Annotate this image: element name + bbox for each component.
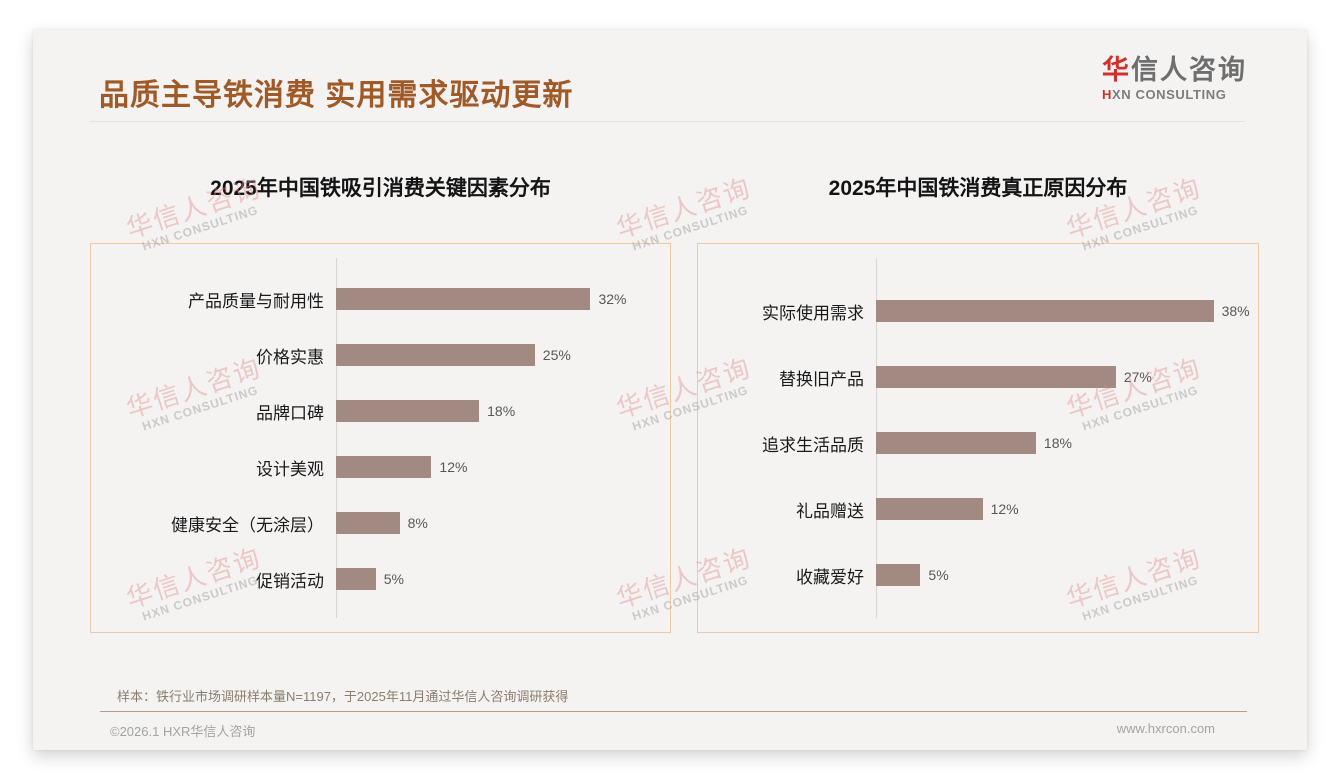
- data-bar: [336, 400, 480, 422]
- bar-row: 实际使用需求 38%: [698, 278, 1258, 344]
- logo-english-text: HXN CONSULTING: [1102, 87, 1247, 102]
- value-label: 38%: [1221, 303, 1250, 319]
- data-bar: [336, 512, 400, 534]
- category-label: 设计美观: [256, 459, 324, 479]
- value-label: 27%: [1123, 369, 1152, 385]
- category-label: 品牌口碑: [256, 403, 324, 423]
- bar-plot-area: 25%: [336, 344, 670, 366]
- data-bar: [336, 288, 591, 310]
- bar-plot-area: 18%: [876, 432, 1258, 454]
- category-label: 替换旧产品: [779, 369, 864, 389]
- logo-cn-rest: 信人咨询: [1131, 55, 1247, 85]
- category-label: 实际使用需求: [762, 303, 864, 323]
- logo-chinese-text: 华信人咨询: [1102, 55, 1247, 86]
- bar-plot-area: 5%: [336, 568, 670, 590]
- value-label: 18%: [1043, 435, 1072, 451]
- bar-row: 设计美观 12%: [91, 439, 670, 495]
- header-divider: [90, 121, 1245, 122]
- data-bar: [876, 564, 921, 586]
- bar-row: 健康安全（无涂层） 8%: [91, 495, 670, 551]
- category-label: 价格实惠: [256, 347, 324, 367]
- data-bar: [876, 432, 1036, 454]
- right-chart-panel: 实际使用需求 38% 替换旧产品 27% 追求生活品质 18% 礼品赠送 12% 收藏爱好 5%: [697, 243, 1259, 633]
- bar-plot-area: 8%: [336, 512, 670, 534]
- footer-divider: [100, 711, 1247, 712]
- bar-plot-area: 27%: [876, 366, 1258, 388]
- category-label: 健康安全（无涂层）: [171, 515, 324, 535]
- right-chart-title: 2025年中国铁消费真正原因分布: [828, 177, 1128, 200]
- data-bar: [336, 456, 432, 478]
- value-label: 18%: [487, 403, 516, 419]
- category-label: 产品质量与耐用性: [188, 291, 324, 311]
- category-label: 礼品赠送: [796, 501, 864, 521]
- category-label: 促销活动: [256, 571, 324, 591]
- bar-row: 礼品赠送 12%: [698, 476, 1258, 542]
- bar-rows: 实际使用需求 38% 替换旧产品 27% 追求生活品质 18% 礼品赠送 12% 收藏爱好 5%: [698, 244, 1258, 632]
- bar-row: 产品质量与耐用性 32%: [91, 271, 670, 327]
- bar-row: 品牌口碑 18%: [91, 383, 670, 439]
- left-chart-panel: 产品质量与耐用性 32% 价格实惠 25% 品牌口碑 18% 设计美观 12% 健康安全（无涂层…: [90, 243, 671, 633]
- bar-row: 追求生活品质 18%: [698, 410, 1258, 476]
- category-axis-line: [336, 258, 337, 618]
- page-title: 品质主导铁消费 实用需求驱动更新: [99, 79, 574, 112]
- bar-row: 促销活动 5%: [91, 551, 670, 607]
- category-label: 追求生活品质: [762, 435, 864, 455]
- bar-plot-area: 38%: [876, 300, 1258, 322]
- category-label: 收藏爱好: [796, 567, 864, 587]
- data-bar: [876, 366, 1116, 388]
- value-label: 12%: [990, 501, 1019, 517]
- data-bar: [336, 344, 535, 366]
- value-label: 32%: [598, 291, 627, 307]
- bar-rows: 产品质量与耐用性 32% 价格实惠 25% 品牌口碑 18% 设计美观 12% 健康安全（无涂层…: [91, 244, 670, 632]
- bar-plot-area: 18%: [336, 400, 670, 422]
- left-chart-title: 2025年中国铁吸引消费关键因素分布: [210, 177, 551, 200]
- bar-row: 价格实惠 25%: [91, 327, 670, 383]
- bar-plot-area: 12%: [336, 456, 670, 478]
- bar-plot-area: 5%: [876, 564, 1258, 586]
- sample-footnote: 样本：铁行业市场调研样本量N=1197，于2025年11月通过华信人咨询调研获得: [117, 689, 569, 704]
- slide-card: 品质主导铁消费 实用需求驱动更新 华信人咨询 HXN CONSULTING 20…: [33, 30, 1307, 750]
- footer-copyright: ©2026.1 HXR华信人咨询: [110, 724, 256, 739]
- logo-accent-char: 华: [1102, 55, 1131, 85]
- logo-en-accent: H: [1102, 86, 1112, 102]
- value-label: 8%: [407, 515, 428, 531]
- value-label: 5%: [928, 567, 949, 583]
- footer-website: www.hxrcon.com: [1116, 721, 1215, 736]
- bar-plot-area: 32%: [336, 288, 670, 310]
- data-bar: [336, 568, 376, 590]
- bar-plot-area: 12%: [876, 498, 1258, 520]
- bar-row: 替换旧产品 27%: [698, 344, 1258, 410]
- value-label: 25%: [542, 347, 571, 363]
- company-logo: 华信人咨询 HXN CONSULTING: [1102, 55, 1247, 102]
- value-label: 5%: [383, 571, 404, 587]
- data-bar: [876, 498, 983, 520]
- logo-en-rest: XN CONSULTING: [1112, 86, 1227, 102]
- value-label: 12%: [439, 459, 468, 475]
- data-bar: [876, 300, 1214, 322]
- bar-row: 收藏爱好 5%: [698, 542, 1258, 608]
